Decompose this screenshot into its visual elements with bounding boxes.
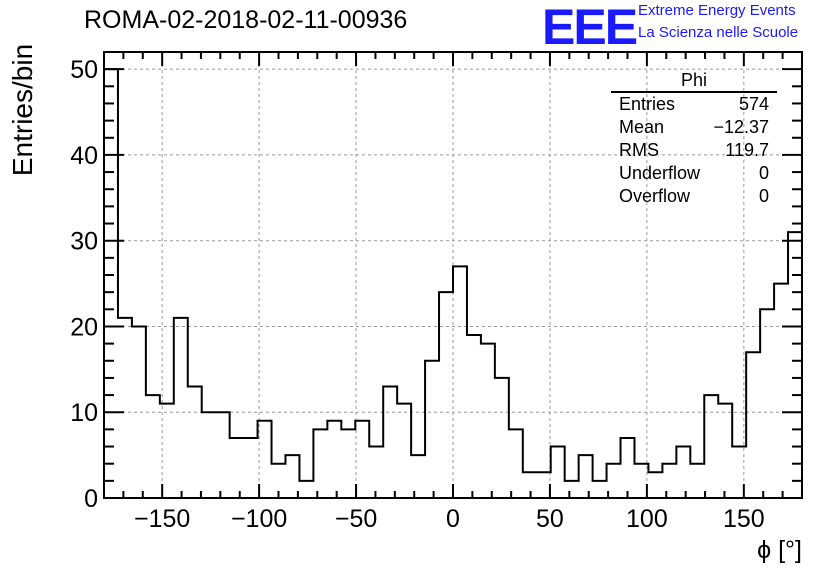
stats-box: Phi Entries 574 Mean −12.37 RMS 119.7 Un… [611, 69, 777, 208]
histogram-bin [397, 404, 411, 498]
stats-title: Phi [611, 69, 777, 93]
histogram-bin [327, 421, 341, 498]
histogram-bin [621, 438, 635, 498]
stats-value: 119.7 [725, 140, 769, 160]
histogram-bin [509, 429, 523, 498]
eee-logo: EEE [542, 0, 638, 55]
histogram-bin [481, 344, 495, 498]
histogram-bin [662, 464, 676, 498]
grid-lines [104, 52, 802, 498]
histogram-outline [103, 68, 803, 498]
histogram-bin [188, 387, 202, 499]
stats-row-rms: RMS 119.7 [611, 139, 777, 162]
histogram-bin [690, 464, 704, 498]
stats-label: RMS [619, 140, 659, 160]
histogram-bin [746, 352, 760, 498]
histogram-bin [244, 438, 258, 498]
histogram-bin [551, 447, 565, 498]
histogram-bin [453, 266, 467, 498]
stats-row-mean: Mean −12.37 [611, 116, 777, 139]
stats-value: 0 [758, 163, 769, 183]
histogram-bin [313, 429, 327, 498]
histogram-bin [411, 455, 425, 498]
logo-tagline-1: Extreme Energy Events [638, 2, 796, 19]
histogram-bin [760, 309, 774, 498]
histogram-bin [341, 429, 355, 498]
histogram-bin [718, 404, 732, 498]
histogram-bin [439, 292, 453, 498]
histogram-bin [676, 447, 690, 498]
histogram-bin [565, 481, 579, 498]
histogram-bin [593, 481, 607, 498]
y-tick-label: 50 [70, 56, 98, 84]
x-tick-label: 100 [626, 505, 668, 533]
histogram-bin [369, 447, 383, 498]
histogram-bin [537, 472, 551, 498]
histogram-bin [704, 395, 718, 498]
x-tick-label: −150 [134, 505, 190, 533]
histogram-bin [579, 455, 593, 498]
y-axis-label: Entries/bin [7, 44, 38, 176]
stats-label: Underflow [619, 163, 701, 183]
histogram-bin [425, 361, 439, 498]
stats-label: Overflow [619, 186, 691, 206]
stats-row-underflow: Underflow 0 [611, 162, 777, 185]
stats-row-overflow: Overflow 0 [611, 185, 777, 208]
histogram-bin [648, 472, 662, 498]
x-tick-label: 0 [446, 505, 460, 533]
y-tick-label: 20 [70, 313, 98, 341]
histogram-bin [467, 335, 481, 498]
stats-row-entries: Entries 574 [611, 93, 777, 116]
logo-tagline-2: La Scienza nelle Scuole [638, 24, 799, 41]
x-tick-label: −100 [231, 505, 287, 533]
histogram-bin [383, 387, 397, 499]
stats-value: 574 [738, 94, 769, 114]
histogram-bin [299, 481, 313, 498]
tick-labels: −150 −100 −50 0 50 100 150 0 10 20 30 40 50 [70, 56, 765, 533]
x-axis-label: ϕ [°] [757, 536, 802, 564]
y-tick-label: 0 [84, 485, 98, 513]
histogram-bin [118, 318, 132, 498]
histogram-bin [355, 421, 369, 498]
run-title: ROMA-02-2018-02-11-00936 [84, 6, 408, 34]
stats-label: Entries [619, 94, 676, 114]
histogram-bin [788, 232, 802, 498]
x-tick-label: −50 [335, 505, 377, 533]
axis-ticks [104, 52, 802, 499]
y-tick-label: 30 [70, 228, 98, 256]
histogram-bin [174, 318, 188, 498]
histogram-bin [202, 412, 216, 498]
y-tick-label: 40 [70, 142, 98, 170]
histogram-bin [216, 412, 230, 498]
histogram-bin [230, 438, 244, 498]
stats-value: 0 [758, 186, 769, 206]
x-tick-label: 50 [536, 505, 564, 533]
stats-label: Mean [619, 117, 665, 137]
x-tick-label: 150 [723, 505, 765, 533]
histogram-bin [104, 69, 118, 498]
histogram-bin [774, 284, 788, 498]
histogram-bin [495, 378, 509, 498]
y-tick-label: 10 [70, 399, 98, 427]
histogram-bin [146, 395, 160, 498]
stats-value: −12.37 [713, 117, 769, 137]
